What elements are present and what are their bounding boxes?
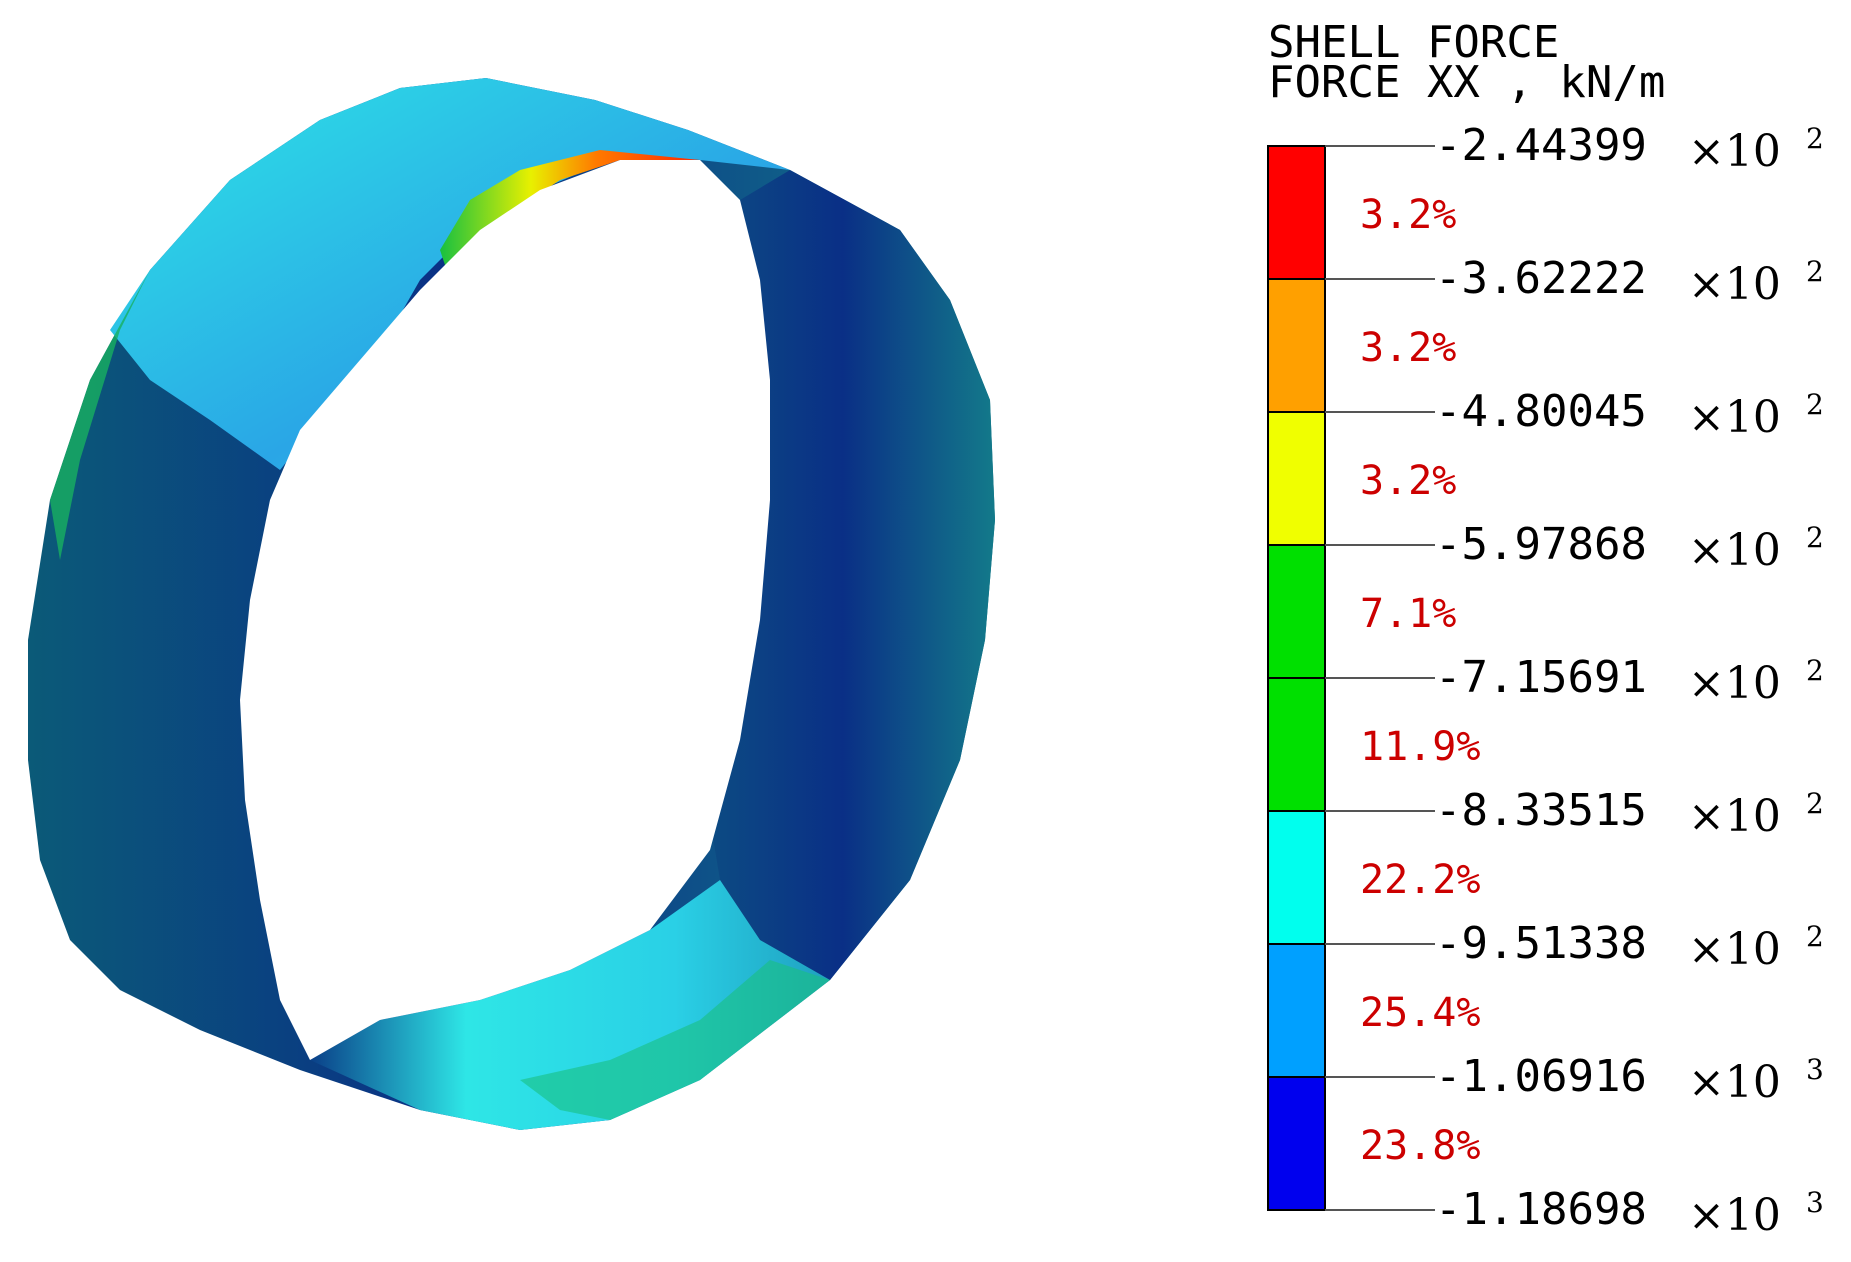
- legend-tick-label-5: -7.15691: [1435, 652, 1647, 703]
- legend-tick-multiplier-1: ×10: [1688, 126, 1781, 177]
- legend-tick-multiplier-7: ×10: [1688, 924, 1781, 975]
- legend-band-percent-7: 25.4%: [1360, 990, 1480, 1036]
- legend-tick-exponent-3: 2: [1806, 388, 1824, 421]
- legend-band-7: [1267, 943, 1326, 1078]
- legend-tick-multiplier-8: ×10: [1688, 1057, 1781, 1108]
- legend-band-percent-6: 22.2%: [1360, 857, 1480, 903]
- legend-band-4: [1267, 544, 1326, 679]
- legend-tick-multiplier-2: ×10: [1688, 259, 1781, 310]
- ring-green-accent-bottom: [520, 960, 830, 1120]
- legend-tick-exponent-1: 2: [1806, 122, 1824, 155]
- legend-tick-label-7: -9.51338: [1435, 918, 1647, 969]
- legend-tick-exponent-5: 2: [1806, 654, 1824, 687]
- legend-color-bands: 3.2% 3.2% 3.2% 7.1% 11.9% 22.2% 25.4% 23.8%: [1267, 145, 1480, 1211]
- legend-title-line1: SHELL FORCE: [1268, 17, 1559, 68]
- legend-band-percent-5: 11.9%: [1360, 724, 1480, 770]
- legend-title-line2: FORCE XX , kN/m: [1268, 57, 1665, 108]
- legend-tick-exponent-4: 2: [1806, 521, 1824, 554]
- legend-tick-label-6: -8.33515: [1435, 785, 1647, 836]
- legend-tick-exponent-6: 2: [1806, 787, 1824, 820]
- legend-tick-multiplier-5: ×10: [1688, 658, 1781, 709]
- legend-tick-label-2: -3.62222: [1435, 253, 1647, 304]
- legend-band-percent-8: 23.8%: [1360, 1123, 1480, 1169]
- legend-tick-exponent-7: 2: [1806, 920, 1824, 953]
- legend-tick-label-3: -4.80045: [1435, 386, 1647, 437]
- legend-band-8: [1267, 1076, 1326, 1211]
- legend-tick-exponent-2: 2: [1806, 255, 1824, 288]
- legend-tick-label-1: -2.44399: [1435, 120, 1647, 171]
- legend-tick-exponent-8: 3: [1806, 1053, 1824, 1086]
- legend-tick-label-4: -5.97868: [1435, 519, 1647, 570]
- legend-band-percent-4: 7.1%: [1360, 591, 1456, 637]
- legend-tick-label-9: -1.18698: [1435, 1184, 1647, 1235]
- legend-band-3: [1267, 411, 1326, 546]
- legend-tick-multiplier-3: ×10: [1688, 392, 1781, 443]
- ring-hot-spot: [440, 150, 700, 280]
- ring-green-accent-left: [50, 270, 150, 560]
- legend-band-percent-2: 3.2%: [1360, 325, 1456, 371]
- legend-band-1: [1267, 145, 1326, 280]
- legend-tick-labels: -2.44399 ×10 2 -3.62222 ×10 2 -4.80045 ×10 2 -5.9…: [1325, 120, 1824, 1241]
- ring-inner-opening: [240, 160, 770, 1060]
- legend-band-percent-1: 3.2%: [1360, 192, 1456, 238]
- legend-band-5: [1267, 677, 1326, 812]
- legend-tick-multiplier-6: ×10: [1688, 791, 1781, 842]
- legend-band-percent-3: 3.2%: [1360, 458, 1456, 504]
- legend-tick-multiplier-4: ×10: [1688, 525, 1781, 576]
- legend-tick-exponent-9: 3: [1806, 1186, 1824, 1219]
- legend-band-6: [1267, 810, 1326, 945]
- ring-top-band: [110, 78, 790, 470]
- legend-band-2: [1267, 278, 1326, 413]
- legend-tick-label-8: -1.06916: [1435, 1051, 1647, 1102]
- legend-tick-multiplier-9: ×10: [1688, 1190, 1781, 1241]
